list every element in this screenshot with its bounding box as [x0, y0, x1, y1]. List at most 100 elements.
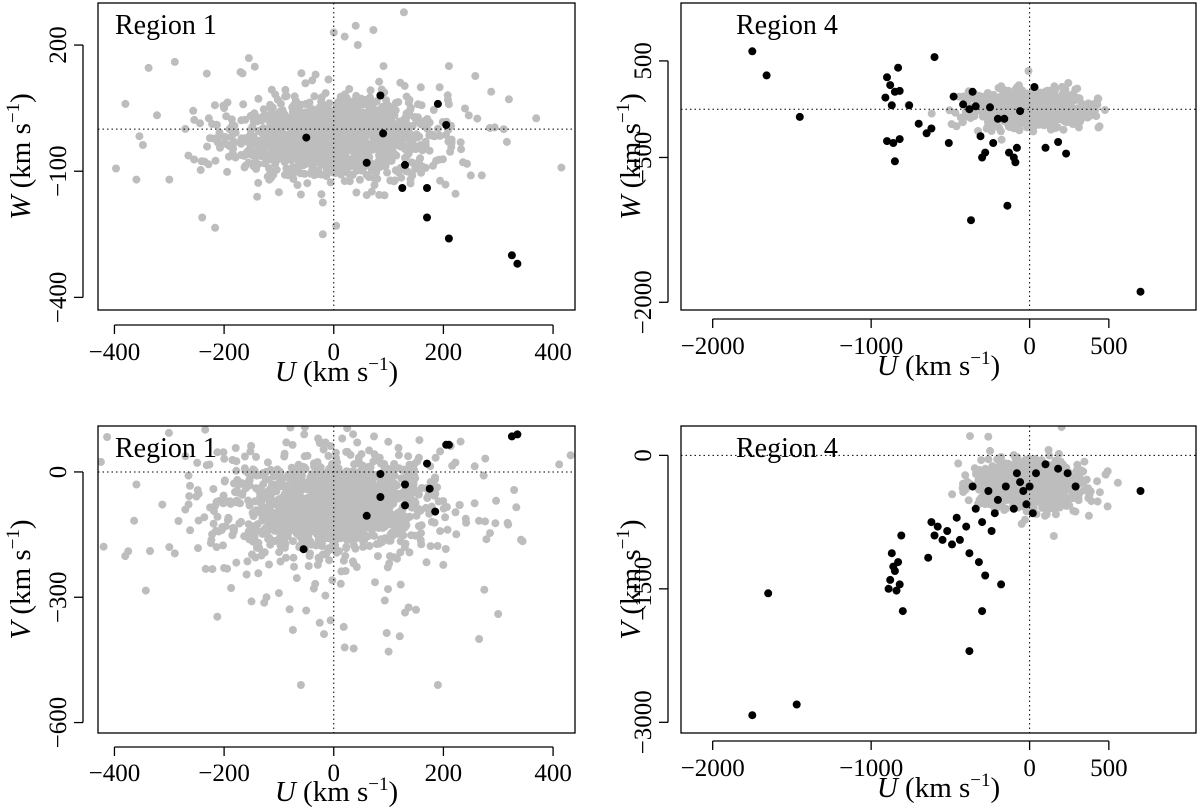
background-point: [396, 142, 405, 151]
background-point: [348, 506, 357, 514]
background-point: [425, 146, 434, 155]
background-point: [350, 154, 359, 162]
y-tick-label: −400: [45, 272, 72, 324]
background-point: [320, 469, 329, 478]
background-point: [1101, 470, 1110, 479]
background-point: [281, 92, 290, 101]
background-point: [244, 496, 253, 505]
background-point: [1008, 483, 1017, 492]
x-tick-label: 0: [1023, 755, 1036, 782]
background-point: [213, 448, 222, 457]
background-point: [333, 458, 342, 467]
background-point: [431, 475, 439, 484]
background-point: [300, 430, 309, 439]
background-point: [430, 518, 439, 527]
background-point: [223, 167, 232, 176]
highlight-point: [971, 504, 980, 513]
background-point: [262, 154, 271, 163]
x-tick-label: −200: [198, 339, 250, 366]
background-point: [352, 118, 361, 127]
background-point: [266, 506, 275, 515]
background-point: [1074, 496, 1083, 505]
background-point: [200, 157, 209, 166]
background-point: [227, 398, 235, 406]
background-point: [268, 137, 277, 145]
background-point: [404, 150, 413, 159]
background-point: [997, 100, 1005, 109]
background-point: [369, 98, 378, 107]
background-point: [464, 111, 473, 120]
background-point: [1072, 95, 1080, 103]
background-point: [482, 535, 491, 544]
background-point: [320, 493, 329, 502]
background-point: [301, 79, 310, 88]
background-point: [342, 544, 351, 553]
background-point: [1000, 488, 1009, 497]
background-point: [242, 148, 251, 157]
background-point: [1054, 101, 1063, 110]
background-point: [281, 553, 290, 562]
highlight-point: [1009, 504, 1018, 513]
background-point: [294, 401, 302, 409]
highlight-point: [897, 531, 906, 540]
background-point: [415, 132, 424, 141]
background-point: [249, 375, 257, 383]
background-point: [485, 124, 494, 132]
background-point: [288, 626, 297, 634]
background-point: [263, 458, 272, 467]
background-point: [366, 86, 375, 95]
background-point: [302, 606, 311, 615]
x-tick-label: 400: [534, 339, 572, 366]
highlight-point: [927, 518, 936, 527]
highlight-point: [398, 184, 407, 192]
background-point: [254, 151, 263, 160]
background-point: [247, 441, 256, 450]
x-tick-label: −400: [89, 339, 141, 366]
background-point: [287, 121, 296, 130]
background-point: [313, 112, 322, 120]
background-point: [282, 508, 291, 517]
background-point: [290, 562, 298, 571]
background-point: [203, 412, 211, 420]
background-point: [492, 496, 501, 505]
background-point: [393, 554, 401, 563]
background-point: [211, 223, 220, 232]
background-point: [997, 82, 1006, 91]
background-point: [343, 426, 352, 433]
background-point: [226, 497, 234, 506]
background-point: [948, 490, 957, 499]
background-point: [1061, 87, 1070, 96]
background-point: [324, 546, 333, 555]
x-axis-label: U (km s−1): [275, 774, 398, 808]
highlight-point: [362, 158, 371, 167]
x-tick-label: 400: [534, 760, 572, 787]
background-point: [291, 472, 300, 481]
background-point: [351, 21, 360, 30]
background-point: [294, 531, 303, 540]
highlight-point: [444, 440, 453, 449]
background-point: [274, 130, 283, 139]
background-point: [467, 405, 475, 413]
background-point: [246, 111, 255, 120]
background-point: [363, 532, 372, 541]
background-point: [978, 112, 987, 121]
background-point: [194, 489, 203, 498]
highlight-point: [442, 121, 451, 129]
background-point: [441, 180, 450, 189]
background-point: [1031, 100, 1040, 109]
background-point: [417, 540, 426, 549]
background-point: [379, 62, 388, 71]
background-point: [1029, 127, 1038, 136]
background-point: [208, 530, 217, 539]
background-point: [315, 520, 324, 529]
background-point: [379, 113, 388, 121]
highlight-point: [433, 99, 442, 108]
background-point: [958, 118, 967, 127]
background-point: [242, 570, 251, 579]
highlight-point: [401, 160, 409, 169]
background-point: [475, 516, 483, 525]
background-point: [238, 490, 247, 499]
highlight-point: [302, 133, 311, 142]
background-point: [158, 500, 167, 509]
background-point: [1083, 105, 1092, 114]
